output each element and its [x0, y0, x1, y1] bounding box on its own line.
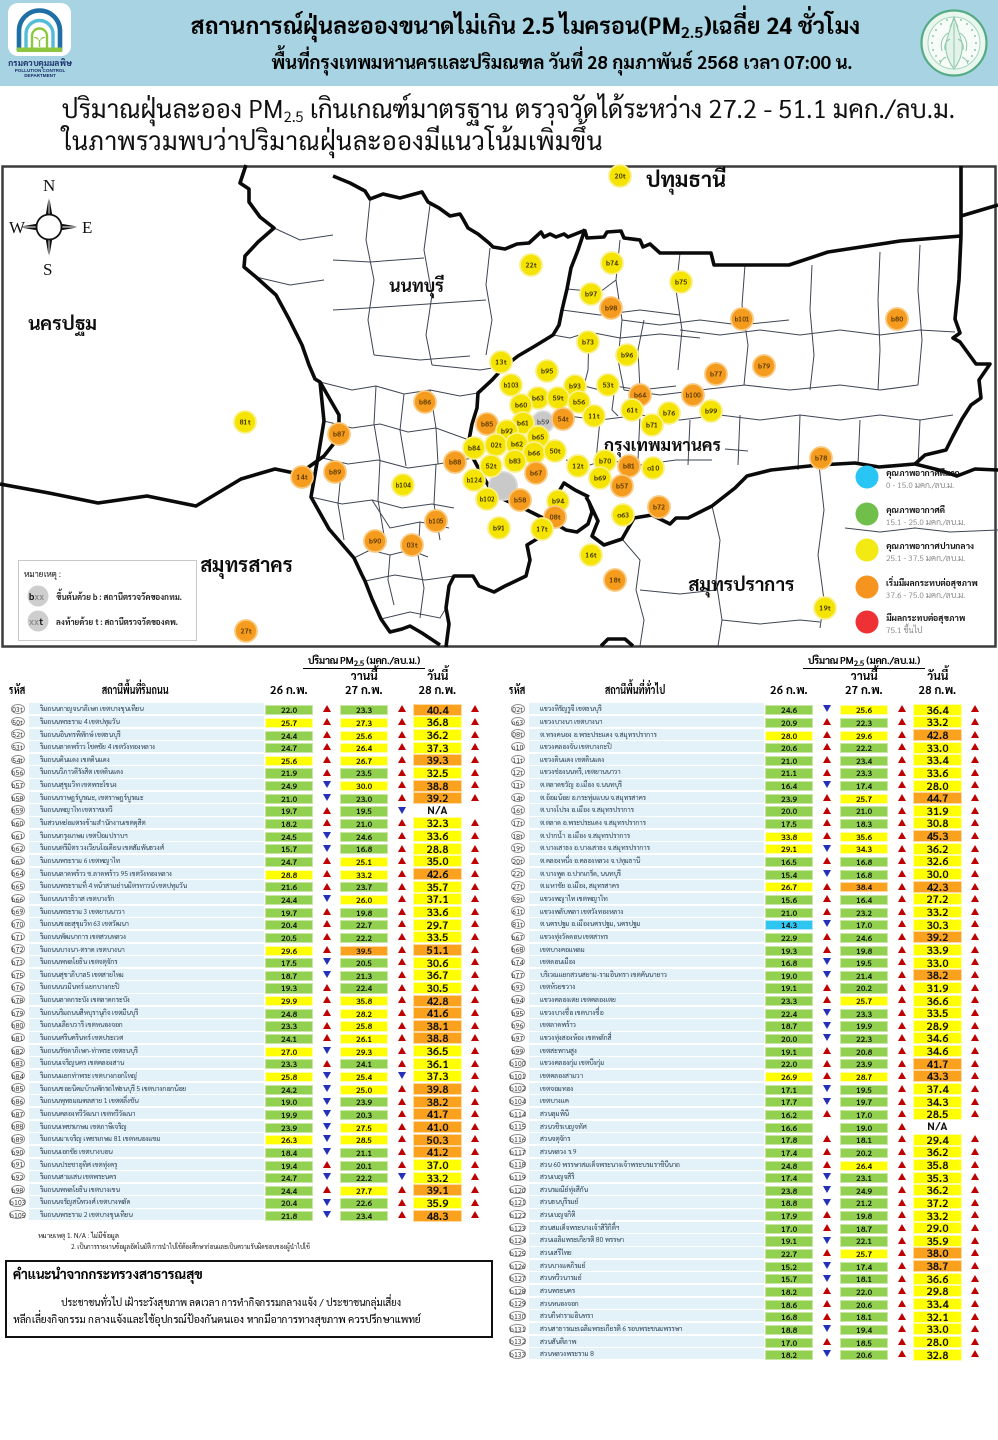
svg-text:50t: 50t: [549, 445, 561, 455]
svg-text:b66: b66: [528, 447, 540, 457]
svg-text:สมุทรปราการ: สมุทรปราการ: [688, 572, 795, 598]
svg-text:08t: 08t: [549, 511, 561, 521]
svg-text:b93: b93: [569, 380, 581, 390]
svg-text:61t: 61t: [626, 404, 638, 414]
svg-text:b73: b73: [582, 336, 594, 346]
svg-text:22t: 22t: [525, 259, 537, 269]
svg-text:นครปฐม: นครปฐม: [28, 311, 97, 337]
svg-text:18t: 18t: [609, 574, 621, 584]
svg-text:เริ่มมีผลกระทบต่อสุขภาพ: เริ่มมีผลกระทบต่อสุขภาพ: [886, 574, 978, 589]
svg-text:o63: o63: [617, 509, 629, 519]
svg-text:b85: b85: [481, 418, 493, 428]
svg-text:N: N: [43, 176, 55, 195]
svg-text:b124: b124: [467, 475, 482, 484]
svg-text:คุณภาพอากาศดี: คุณภาพอากาศดี: [886, 504, 945, 516]
svg-text:หมายเหตุ :: หมายเหตุ :: [24, 568, 61, 580]
svg-text:สมุทรสาคร: สมุทรสาคร: [200, 551, 293, 579]
svg-text:b60: b60: [515, 399, 527, 409]
svg-text:E: E: [82, 218, 92, 237]
svg-text:xxt: xxt: [29, 616, 43, 628]
svg-text:b86: b86: [419, 396, 431, 406]
svg-text:b75: b75: [675, 276, 687, 286]
svg-text:b101: b101: [735, 314, 750, 323]
svg-text:b61: b61: [517, 417, 529, 427]
svg-text:b79: b79: [758, 360, 770, 370]
svg-text:52t: 52t: [485, 460, 497, 470]
svg-text:37.6 - 75.0 มคก./ลบ.ม.: 37.6 - 75.0 มคก./ลบ.ม.: [886, 589, 965, 600]
svg-text:75.1 ขึ้นไป: 75.1 ขึ้นไป: [886, 623, 922, 635]
svg-text:b74: b74: [606, 257, 618, 267]
svg-text:13t: 13t: [495, 356, 507, 366]
svg-text:b83: b83: [509, 455, 521, 465]
svg-text:25.1 - 37.5 มคก./ลบ.ม.: 25.1 - 37.5 มคก./ลบ.ม.: [886, 552, 965, 563]
svg-text:b89: b89: [329, 466, 341, 476]
svg-text:ขึ้นต้นด้วย b : สถานีตรวจวัดขอ: ขึ้นต้นด้วย b : สถานีตรวจวัดของกทม.: [56, 587, 182, 602]
svg-text:ลงท้ายด้วย t : สถานีตรวจวัดของ: ลงท้ายด้วย t : สถานีตรวจวัดของคพ.: [56, 616, 178, 627]
svg-text:o10: o10: [647, 462, 659, 472]
svg-text:b69: b69: [594, 472, 606, 482]
svg-text:S: S: [43, 260, 52, 279]
svg-text:b91: b91: [493, 522, 505, 532]
svg-text:59t: 59t: [552, 392, 564, 402]
svg-text:b81: b81: [623, 460, 635, 470]
svg-text:b56: b56: [573, 396, 585, 406]
svg-text:b103: b103: [504, 380, 519, 389]
svg-text:81t: 81t: [239, 416, 251, 426]
svg-text:15.1 - 25.0 มคก./ลบ.ม.: 15.1 - 25.0 มคก./ลบ.ม.: [886, 516, 965, 527]
svg-text:b100: b100: [686, 390, 701, 399]
svg-text:b57: b57: [616, 480, 628, 490]
svg-text:19t: 19t: [819, 602, 831, 612]
svg-text:b88: b88: [449, 456, 461, 466]
svg-text:b98: b98: [605, 302, 617, 312]
svg-text:b78: b78: [815, 452, 827, 462]
svg-text:b67: b67: [530, 467, 542, 477]
svg-text:ปทุมธานี: ปทุมธานี: [646, 164, 726, 195]
svg-text:b104: b104: [396, 480, 411, 489]
svg-text:b95: b95: [541, 365, 553, 375]
svg-text:bxx: bxx: [29, 591, 44, 603]
svg-text:b96: b96: [621, 349, 633, 359]
svg-text:16t: 16t: [585, 549, 597, 559]
svg-text:b90: b90: [369, 535, 381, 545]
svg-text:17t: 17t: [536, 523, 548, 533]
svg-text:03t: 03t: [406, 539, 418, 549]
svg-text:11t: 11t: [588, 410, 600, 420]
svg-text:20t: 20t: [614, 170, 626, 180]
svg-text:คุณภาพอากาศปานกลาง: คุณภาพอากาศปานกลาง: [886, 540, 974, 552]
svg-text:b105: b105: [429, 516, 444, 525]
svg-text:คุณภาพอากาศดีมาก: คุณภาพอากาศดีมาก: [886, 467, 960, 479]
svg-text:b102: b102: [480, 494, 495, 503]
svg-text:b80: b80: [891, 313, 903, 323]
svg-text:27t: 27t: [240, 625, 252, 635]
svg-text:b72: b72: [653, 501, 666, 511]
svg-text:02t: 02t: [490, 439, 502, 449]
svg-text:b62: b62: [511, 438, 524, 448]
svg-text:12t: 12t: [572, 460, 584, 470]
svg-text:มีผลกระทบต่อสุขภาพ: มีผลกระทบต่อสุขภาพ: [886, 612, 966, 624]
svg-text:b71: b71: [646, 419, 658, 429]
svg-text:0 - 15.0 มคก./ลบ.ม.: 0 - 15.0 มคก./ลบ.ม.: [886, 479, 954, 490]
svg-text:b65: b65: [532, 431, 544, 441]
svg-text:กรุงเทพมหานคร: กรุงเทพมหานคร: [604, 433, 721, 457]
svg-text:b70: b70: [599, 455, 611, 465]
svg-text:b97: b97: [585, 288, 597, 298]
svg-text:b64: b64: [634, 389, 646, 399]
svg-text:b77: b77: [710, 368, 722, 378]
svg-text:b94: b94: [552, 495, 564, 505]
svg-text:b84: b84: [468, 442, 480, 452]
svg-text:นนทบุรี: นนทบุรี: [389, 274, 445, 298]
svg-text:b58: b58: [514, 494, 526, 504]
svg-text:b63: b63: [532, 392, 544, 402]
svg-text:W: W: [9, 218, 26, 237]
svg-text:b59: b59: [537, 416, 549, 426]
svg-text:b92: b92: [501, 425, 514, 435]
svg-text:b99: b99: [705, 405, 717, 415]
svg-text:14t: 14t: [296, 471, 308, 481]
svg-text:b87: b87: [333, 428, 345, 438]
svg-text:54t: 54t: [557, 413, 569, 423]
svg-text:b76: b76: [663, 407, 675, 417]
svg-text:53t: 53t: [602, 379, 614, 389]
